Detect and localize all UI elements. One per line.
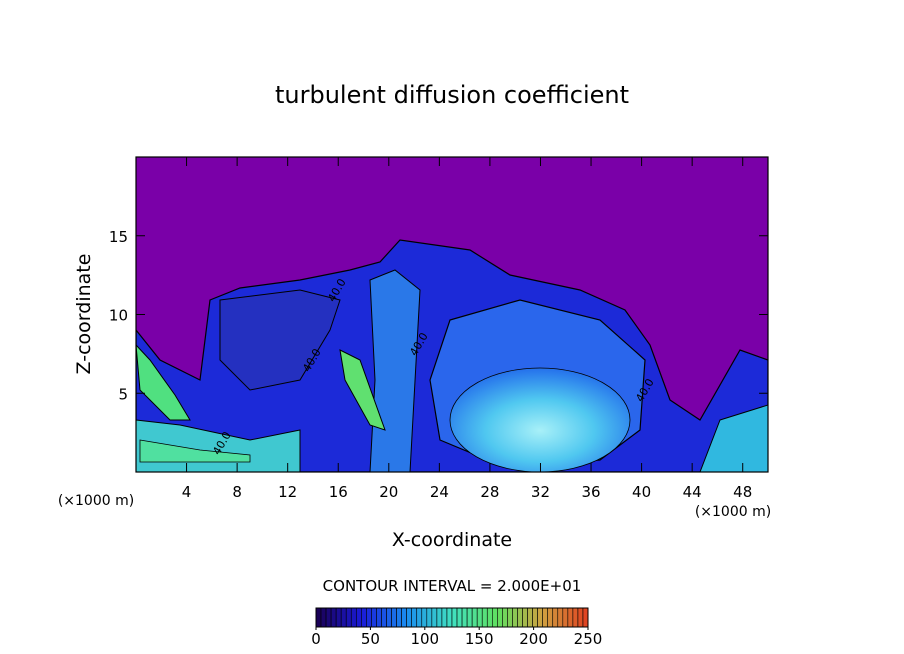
colorbar-cell xyxy=(517,607,523,628)
x-tick-label: 16 xyxy=(329,483,348,501)
colorbar-cell xyxy=(486,607,493,628)
x-tick-label: 4 xyxy=(182,483,192,501)
x-tick-label: 36 xyxy=(581,483,600,501)
colorbar-cell xyxy=(320,607,327,628)
colorbar-cell xyxy=(421,607,428,628)
y-tick-label: 10 xyxy=(109,307,128,325)
colorbar-cell xyxy=(416,607,423,628)
colorbar-cell xyxy=(476,607,483,628)
colorbar-cell xyxy=(537,607,543,628)
colorbar-cell xyxy=(451,607,458,628)
x-tick-label: 44 xyxy=(683,483,702,501)
colorbar-cell xyxy=(361,607,367,628)
colorbar-cell xyxy=(426,607,433,628)
colorbar-tick-label: 250 xyxy=(574,630,603,648)
colorbar-cell xyxy=(527,607,533,628)
colorbar-cell xyxy=(406,607,413,628)
colorbar-cell xyxy=(481,607,488,628)
colorbar-cell xyxy=(391,607,397,628)
colorbar-cell xyxy=(582,607,589,628)
contour-interval: CONTOUR INTERVAL = 2.000E+01 xyxy=(323,577,582,595)
y-unit: (×1000 m) xyxy=(58,493,134,509)
colorbar-cell xyxy=(340,607,347,628)
x-axis-label: X-coordinate xyxy=(392,529,512,551)
colorbar-cell xyxy=(562,607,569,628)
colorbar-cell xyxy=(547,607,554,628)
colorbar-cell xyxy=(330,607,337,628)
colorbar-cell xyxy=(532,607,538,628)
colorbar-cell xyxy=(491,607,498,628)
colorbar-cell xyxy=(456,607,463,628)
colorbar-tick-label: 0 xyxy=(311,630,321,648)
colorbar-cell xyxy=(441,607,448,628)
colorbar-tick-label: 100 xyxy=(410,630,439,648)
colorbar-cell xyxy=(577,607,584,628)
colorbar-cell xyxy=(552,607,559,628)
colorbar-tick-label: 150 xyxy=(465,630,494,648)
field xyxy=(136,157,768,472)
colorbar-cell xyxy=(446,607,453,628)
colorbar-tick-label: 50 xyxy=(361,630,380,648)
x-tick-label: 32 xyxy=(531,483,550,501)
colorbar-cell xyxy=(401,607,407,628)
colorbar-cell xyxy=(335,607,342,628)
colorbar-cell xyxy=(572,607,579,628)
colorbar-cell xyxy=(431,607,438,628)
colorbar-cell xyxy=(522,607,528,628)
colorbar-cell xyxy=(512,607,518,628)
colorbar-cell xyxy=(386,607,392,628)
x-tick-label: 40 xyxy=(632,483,651,501)
colorbar-cell xyxy=(542,607,549,628)
colorbar-cell xyxy=(325,607,332,628)
colorbar-cell xyxy=(366,607,372,628)
colorbar-cell xyxy=(567,607,574,628)
y-tick-label: 5 xyxy=(118,385,128,403)
colorbar-cell xyxy=(411,607,418,628)
colorbar-cell xyxy=(350,607,357,628)
colorbar-cell xyxy=(376,607,382,628)
colorbar-cell xyxy=(371,607,377,628)
y-tick-label: 15 xyxy=(109,228,128,246)
colorbar-cell xyxy=(461,607,468,628)
x-tick-label: 28 xyxy=(480,483,499,501)
colorbar-cell xyxy=(396,607,402,628)
colorbar-cell xyxy=(466,607,473,628)
colorbar-cell xyxy=(345,607,352,628)
colorbar-cell xyxy=(315,607,322,628)
colorbar-cell xyxy=(381,607,387,628)
colorbar-cell xyxy=(355,607,362,628)
x-tick-label: 20 xyxy=(379,483,398,501)
x-tick-label: 8 xyxy=(232,483,242,501)
colorbar-cell xyxy=(436,607,443,628)
x-tick-label: 12 xyxy=(278,483,297,501)
colorbar-cell xyxy=(507,607,513,628)
x-unit: (×1000 m) xyxy=(695,504,771,520)
colorbar-frame xyxy=(315,607,589,628)
chart-title: turbulent diffusion coefficient xyxy=(275,81,629,109)
colorbar-cell xyxy=(502,607,508,628)
colorbar-cell xyxy=(471,607,478,628)
colorbar-cell xyxy=(557,607,564,628)
y-axis-label: Z-coordinate xyxy=(73,254,95,375)
colorbar-tick-label: 200 xyxy=(519,630,548,648)
x-tick-label: 24 xyxy=(430,483,449,501)
colorbar-cell xyxy=(497,607,503,628)
x-tick-label: 48 xyxy=(733,483,752,501)
